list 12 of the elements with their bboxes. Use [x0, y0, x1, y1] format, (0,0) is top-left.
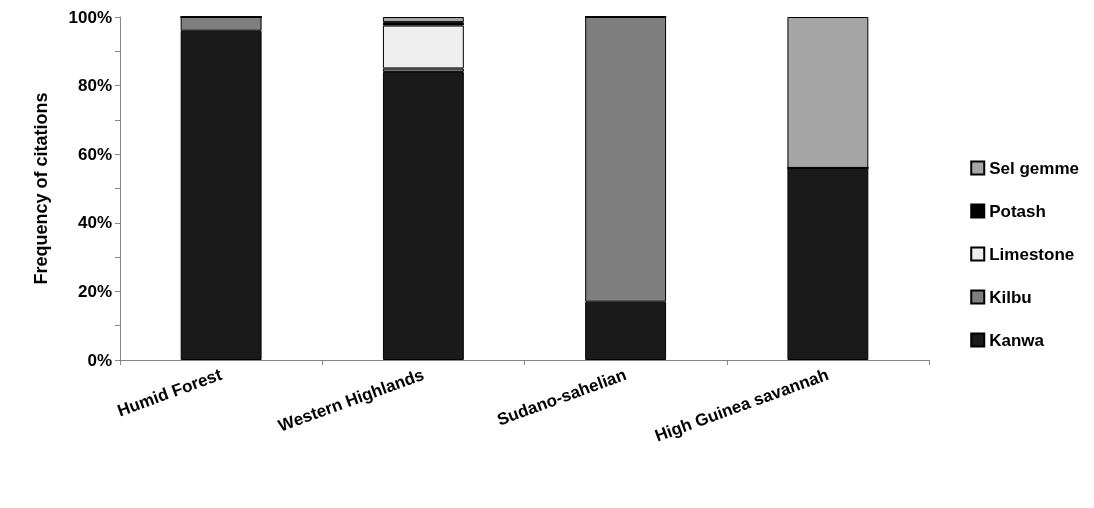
y-tick-label: 0%: [87, 350, 112, 370]
y-tick-label: 20%: [77, 281, 112, 301]
y-tick-label: 80%: [77, 76, 112, 96]
legend-label: Kanwa: [989, 330, 1045, 350]
y-tick-label: 60%: [77, 144, 112, 164]
y-tick-label: 100%: [68, 7, 112, 27]
legend-label: Sel gemme: [989, 158, 1079, 178]
y-axis-title: Frequency of citations: [31, 92, 51, 285]
legend-label: Limestone: [989, 244, 1075, 264]
legend-label: Potash: [989, 201, 1046, 221]
y-tick-label: 40%: [77, 213, 112, 233]
legend-label: Kilbu: [989, 287, 1032, 307]
